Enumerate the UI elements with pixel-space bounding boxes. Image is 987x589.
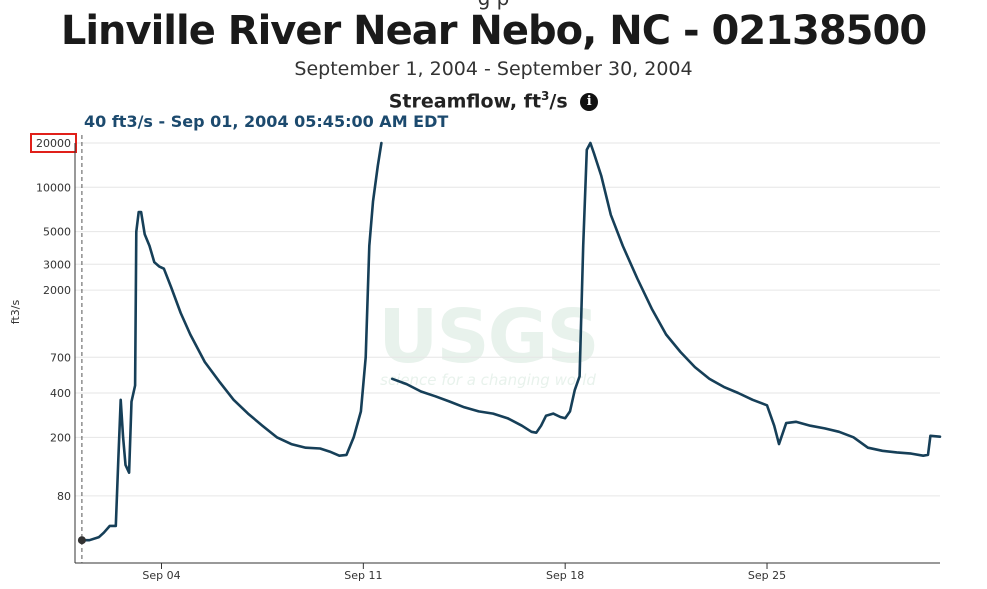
y-tick-label: 3000 bbox=[43, 258, 71, 271]
watermark-logo-text: USGS bbox=[378, 294, 597, 380]
y-tick-label: 80 bbox=[57, 490, 71, 503]
x-tick-label: Sep 11 bbox=[344, 569, 382, 582]
parameter-superscript: 3 bbox=[541, 89, 550, 103]
y-tick-highlight-box bbox=[30, 133, 77, 153]
y-tick-label: 2000 bbox=[43, 284, 71, 297]
y-tick-label: 200 bbox=[50, 431, 71, 444]
y-tick-label: 20000 bbox=[36, 137, 71, 150]
y-axis-label: ft3/s bbox=[9, 300, 22, 325]
grid-lines bbox=[75, 142, 940, 497]
y-axis-ticks: 80 200 400 700 2000 3000 5000 10000 20000 bbox=[30, 133, 77, 503]
parameter-heading: Streamflow, ft3/s i bbox=[0, 83, 987, 114]
clipped-heading-line: g p bbox=[0, 0, 987, 8]
parameter-suffix: /s bbox=[549, 90, 568, 113]
y-tick-label: 10000 bbox=[36, 181, 71, 194]
series-group bbox=[80, 141, 942, 542]
x-tick-label: Sep 25 bbox=[748, 569, 786, 582]
axes bbox=[74, 143, 940, 564]
cursor-group[interactable] bbox=[77, 135, 86, 563]
x-tick-label: Sep 04 bbox=[142, 569, 180, 582]
watermark-tagline: science for a changing world bbox=[380, 371, 596, 389]
parameter-label: Streamflow, ft bbox=[388, 90, 542, 113]
streamflow-series-line bbox=[80, 141, 383, 542]
y-tick-label: 700 bbox=[50, 351, 71, 364]
date-range-subtitle: September 1, 2004 - September 30, 2004 bbox=[294, 58, 693, 80]
x-tick-label: Sep 18 bbox=[546, 569, 584, 582]
x-axis-ticks: Sep 04 Sep 11 Sep 18 Sep 25 bbox=[142, 563, 786, 582]
streamflow-series-line bbox=[390, 141, 942, 457]
tooltip-readout: 40 ft3/s - Sep 01, 2004 05:45:00 AM EDT bbox=[84, 112, 449, 131]
cursor-point bbox=[77, 536, 86, 545]
info-icon[interactable]: i bbox=[580, 93, 599, 112]
y-tick-label: 400 bbox=[50, 387, 71, 400]
page-title: Linville River Near Nebo, NC - 02138500 bbox=[60, 8, 927, 54]
y-tick-label: 5000 bbox=[43, 226, 71, 239]
